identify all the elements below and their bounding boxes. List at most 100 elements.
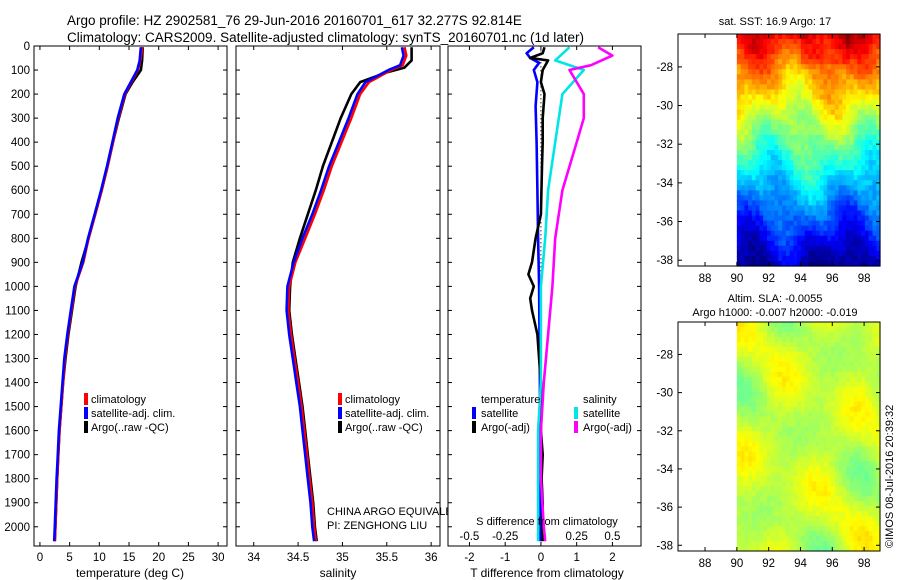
- heatmap-cell: [815, 366, 821, 373]
- heatmap-cell: [766, 531, 772, 537]
- heatmap-cell: [819, 511, 825, 517]
- heatmap-cell: [812, 79, 817, 86]
- heatmap-cell: [740, 421, 745, 428]
- heatmap-cell: [740, 356, 745, 363]
- heatmap-cell: [857, 531, 862, 537]
- heatmap-cell: [876, 260, 881, 267]
- heatmap-cell: [804, 471, 810, 477]
- heatmap-cell: [785, 170, 791, 176]
- heatmap-cell: [808, 134, 813, 141]
- lat-tick-label: -36: [656, 217, 673, 229]
- heatmap-cell: [861, 185, 866, 191]
- heatmap-cell: [774, 220, 779, 227]
- heatmap-cell: [797, 322, 802, 328]
- heatmap-cell: [864, 64, 870, 70]
- heatmap-cell: [748, 356, 753, 363]
- heatmap-cell: [827, 200, 832, 207]
- heatmap-cell: [774, 346, 779, 353]
- heatmap-cell: [812, 391, 817, 398]
- heatmap-cell: [736, 165, 742, 171]
- heatmap-cell: [876, 326, 881, 333]
- heatmap-cell: [872, 471, 877, 477]
- heatmap-cell: [785, 491, 791, 497]
- heatmap-cell: [782, 496, 787, 502]
- heatmap-cell: [748, 104, 753, 111]
- heatmap-cell: [800, 546, 806, 552]
- heatmap-cell: [751, 516, 757, 522]
- heatmap-cell: [815, 54, 821, 60]
- heatmap-cell: [782, 451, 787, 458]
- heatmap-cell: [876, 506, 881, 512]
- lon-tick-label: 94: [794, 558, 807, 570]
- heatmap-cell: [812, 210, 817, 217]
- heatmap-cell: [797, 531, 802, 537]
- heatmap-cell: [815, 381, 821, 388]
- heatmap-cell: [868, 150, 874, 156]
- heatmap-cell: [755, 54, 761, 60]
- heatmap-cell: [808, 94, 813, 101]
- heatmap-cell: [834, 471, 840, 477]
- heatmap-cell: [842, 64, 847, 70]
- heatmap-cell: [793, 336, 798, 343]
- heatmap-cell: [744, 326, 749, 333]
- heatmap-cell: [846, 476, 851, 482]
- heatmap-cell: [872, 104, 877, 111]
- heatmap-cell: [819, 155, 825, 161]
- heatmap-cell: [793, 322, 798, 328]
- heatmap-cell: [823, 139, 828, 146]
- heatmap-cell: [782, 406, 787, 413]
- heatmap-cell: [763, 39, 768, 45]
- heatmap-cell: [763, 456, 768, 462]
- heatmap-cell: [819, 401, 825, 408]
- heatmap-cell: [766, 160, 772, 166]
- heatmap-cell: [853, 119, 858, 126]
- heatmap-cell: [842, 331, 847, 338]
- heatmap-cell: [785, 471, 791, 477]
- heatmap-cell: [853, 521, 858, 527]
- heatmap-cell: [819, 49, 825, 55]
- heatmap-cell: [804, 541, 810, 547]
- heatmap-cell: [759, 74, 764, 80]
- heatmap-cell: [751, 155, 757, 161]
- heatmap-cell: [766, 391, 772, 398]
- heatmap-cell: [778, 396, 783, 403]
- heatmap-cell: [736, 84, 742, 91]
- heatmap-cell: [744, 255, 749, 262]
- heatmap-cell: [793, 361, 798, 368]
- heatmap-cell: [853, 411, 858, 418]
- heatmap-cell: [823, 511, 828, 517]
- heatmap-cell: [819, 391, 825, 398]
- heatmap-cell: [846, 240, 851, 247]
- heatmap-cell: [748, 446, 753, 453]
- heatmap-cell: [842, 79, 847, 86]
- heatmap-cell: [812, 546, 817, 552]
- heatmap-cell: [785, 376, 791, 383]
- heatmap-cell: [789, 230, 794, 237]
- heatmap-cell: [744, 139, 749, 146]
- heatmap-cell: [842, 170, 847, 176]
- heatmap-cell: [751, 496, 757, 502]
- legend-label-climatology: climatology: [91, 394, 147, 406]
- heatmap-cell: [785, 225, 791, 232]
- heatmap-cell: [751, 501, 757, 507]
- heatmap-cell: [815, 185, 821, 191]
- heatmap-cell: [872, 376, 877, 383]
- heatmap-cell: [823, 541, 828, 547]
- heatmap-cell: [857, 134, 862, 141]
- heatmap-cell: [864, 195, 870, 202]
- heatmap-cell: [815, 79, 821, 86]
- heatmap-cell: [755, 99, 761, 106]
- heatmap-cell: [827, 411, 832, 418]
- heatmap-cell: [763, 336, 768, 343]
- heatmap-cell: [812, 361, 817, 368]
- heatmap-cell: [755, 215, 761, 222]
- heatmap-cell: [842, 416, 847, 423]
- heatmap-cell: [744, 416, 749, 423]
- heatmap-cell: [785, 240, 791, 247]
- heatmap-cell: [751, 436, 757, 443]
- heatmap-cell: [876, 426, 881, 433]
- heatmap-cell: [770, 396, 776, 403]
- heatmap-cell: [751, 371, 757, 378]
- heatmap-cell: [846, 170, 851, 176]
- heatmap-cell: [831, 322, 836, 328]
